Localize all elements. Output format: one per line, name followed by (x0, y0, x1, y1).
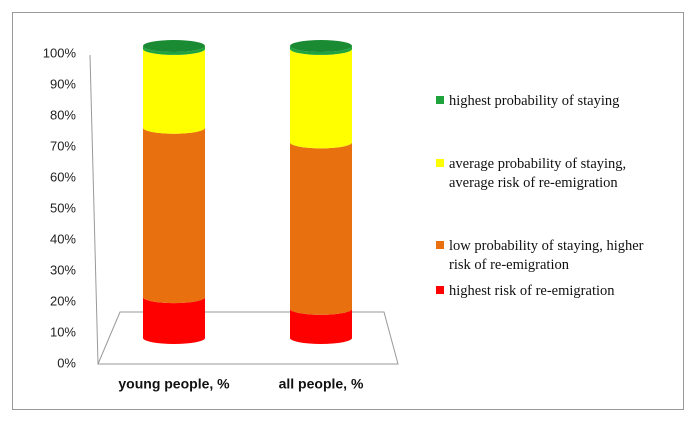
x-tick-label: young people, % (118, 376, 230, 392)
y-tick-label: 80% (50, 107, 76, 122)
cylinder-segment (290, 48, 352, 149)
y-tick-label: 70% (50, 138, 76, 153)
legend-entry: highest probability of staying (436, 92, 646, 111)
y-tick-label: 0% (57, 355, 76, 370)
y-tick-label: 10% (50, 324, 76, 339)
cylinder-segment (143, 48, 205, 134)
legend-label: low probability of staying, higher risk … (449, 238, 644, 273)
legend-swatch (436, 96, 444, 104)
cylinder-segment (143, 46, 205, 55)
y-tick-label: 90% (50, 76, 76, 91)
cylinder-top (290, 40, 352, 52)
legend-entry: low probability of staying, higher risk … (436, 237, 646, 275)
legend-label: highest risk of re-emigration (449, 283, 615, 299)
y-tick-label: 30% (50, 262, 76, 277)
cylinder-segment (290, 142, 352, 315)
legend-swatch (436, 159, 444, 167)
cylinder-segment (143, 297, 205, 344)
y-tick-label: 40% (50, 231, 76, 246)
y-tick-label: 100% (43, 45, 77, 60)
legend-swatch (436, 241, 444, 249)
cylinder-top (143, 40, 205, 52)
y-tick-label: 20% (50, 293, 76, 308)
legend-entry: average probability of staying, average … (436, 155, 646, 193)
x-tick-label: all people, % (279, 376, 364, 392)
y-tick-label: 50% (50, 200, 76, 215)
cylinder-segment (143, 127, 205, 304)
legend-swatch (436, 286, 444, 294)
wall-edge (89, 54, 99, 365)
legend-label: average probability of staying, average … (449, 156, 627, 191)
legend-label: highest probability of staying (449, 93, 620, 109)
cylinder-segment (290, 308, 352, 344)
y-tick-label: 60% (50, 169, 76, 184)
legend-entry: highest risk of re-emigration (436, 282, 646, 301)
cylinder-segment (290, 46, 352, 55)
